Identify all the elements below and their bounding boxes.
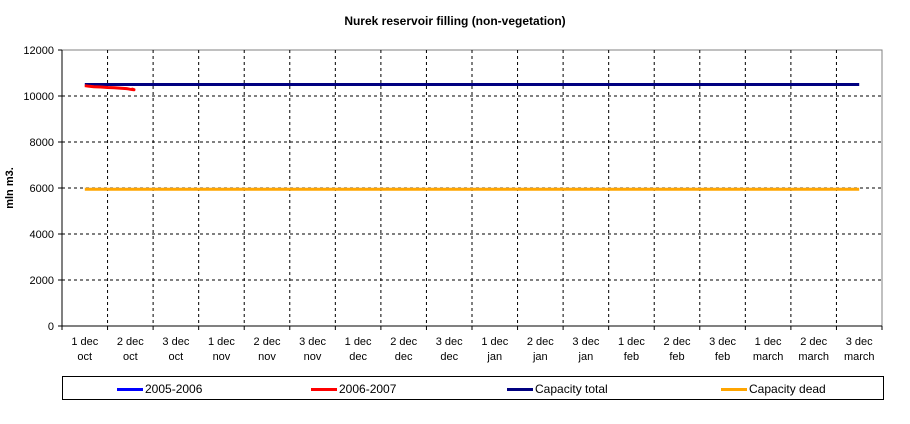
x-tick-label: 2 dec jan (527, 336, 554, 363)
legend-label: 2006-2007 (339, 382, 397, 396)
y-tick-label: 0 (48, 321, 54, 333)
y-tick-label: 10000 (23, 91, 54, 103)
legend-item: Capacity total (507, 381, 608, 397)
x-tick-label: 1 dec dec (345, 336, 372, 363)
y-tick-label: 4000 (30, 229, 54, 241)
legend-swatch (311, 387, 337, 391)
x-tick-label: 3 dec jan (572, 336, 599, 363)
legend: 2005-2006 2006-2007 Capacity total Capacity… (62, 376, 884, 400)
x-tick-label: 2 dec march (798, 336, 829, 363)
x-tick-label: 2 dec feb (664, 336, 691, 363)
x-tick-label: 2 dec nov (254, 336, 281, 363)
x-tick-label: 2 dec dec (390, 336, 417, 363)
chart-plot: 0 2000 4000 6000 8000 10000 12000 1 dec oct 2 dec… (23, 45, 883, 363)
x-tick-label: 3 dec dec (436, 336, 463, 363)
legend-label: 2005-2006 (145, 382, 203, 396)
series-line-2006-2007 (84, 84, 136, 92)
y-tick-label: 6000 (30, 183, 54, 195)
y-tick-label: 12000 (23, 45, 54, 57)
x-tick-label: 3 dec nov (299, 336, 326, 363)
x-tick-label: 3 dec oct (162, 336, 189, 363)
legend-swatch (507, 387, 533, 391)
legend-swatch (117, 387, 143, 391)
x-tick-label: 2 dec oct (117, 336, 144, 363)
legend-item: 2005-2006 (117, 381, 202, 397)
legend-item: Capacity dead (721, 381, 826, 397)
x-tick-label: 1 dec jan (481, 336, 508, 363)
y-tick-label: 8000 (30, 137, 54, 149)
legend-label: Capacity total (535, 382, 608, 396)
x-tick-label: 3 dec feb (709, 336, 736, 363)
chart-title: Nurek reservoir filling (non-vegetation) (344, 14, 566, 28)
x-tick-label: 1 dec oct (71, 336, 98, 363)
legend-swatch (721, 387, 747, 391)
x-tick-label: 3 dec march (844, 336, 875, 363)
x-tick-label: 1 dec nov (208, 336, 235, 363)
x-tick-label: 1 dec feb (618, 336, 645, 363)
axes: 0 2000 4000 6000 8000 10000 12000 1 dec oct 2 dec… (23, 45, 883, 363)
y-tick-label: 2000 (30, 275, 54, 287)
x-tick-label: 1 dec march (753, 336, 784, 363)
legend-label: Capacity dead (749, 382, 826, 396)
legend-item: 2006-2007 (311, 381, 396, 397)
series-lines (84, 83, 860, 191)
